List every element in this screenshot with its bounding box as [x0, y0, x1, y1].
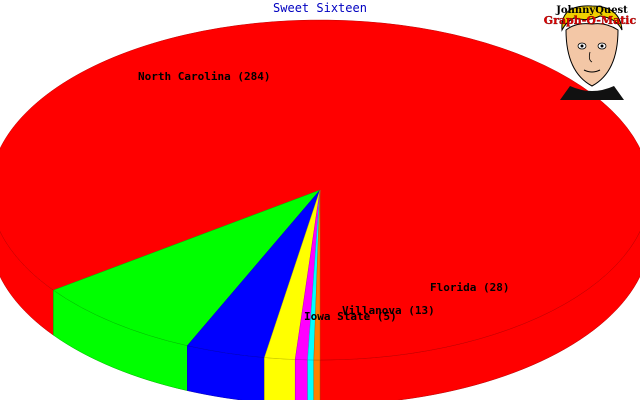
johnnyquest-logo: JohnnyQuest Graph-O-Matic — [544, 5, 637, 100]
slice-label-2: Villanova (13) — [342, 304, 435, 317]
slice-label-0: North Carolina (284) — [138, 70, 270, 83]
slice-labels: North Carolina (284) Florida (28) Villanov… — [138, 70, 509, 323]
slice-side-4-0 — [294, 359, 308, 400]
slice-label-1: Florida (28) — [430, 281, 509, 294]
slice-side-6-0 — [313, 359, 321, 400]
logo-line1: JohnnyQuest — [555, 5, 628, 16]
pie-slices — [0, 19, 640, 361]
slice-1 — [52, 189, 321, 346]
chart-title: Sweet Sixteen — [273, 1, 367, 15]
slice-6 — [313, 189, 321, 361]
slice-side-3-0 — [264, 357, 296, 400]
slice-side-5-0 — [307, 359, 315, 400]
logo-line2: Graph-O-Matic — [544, 14, 637, 27]
slice-label-3: Iowa State (5) — [304, 310, 397, 323]
